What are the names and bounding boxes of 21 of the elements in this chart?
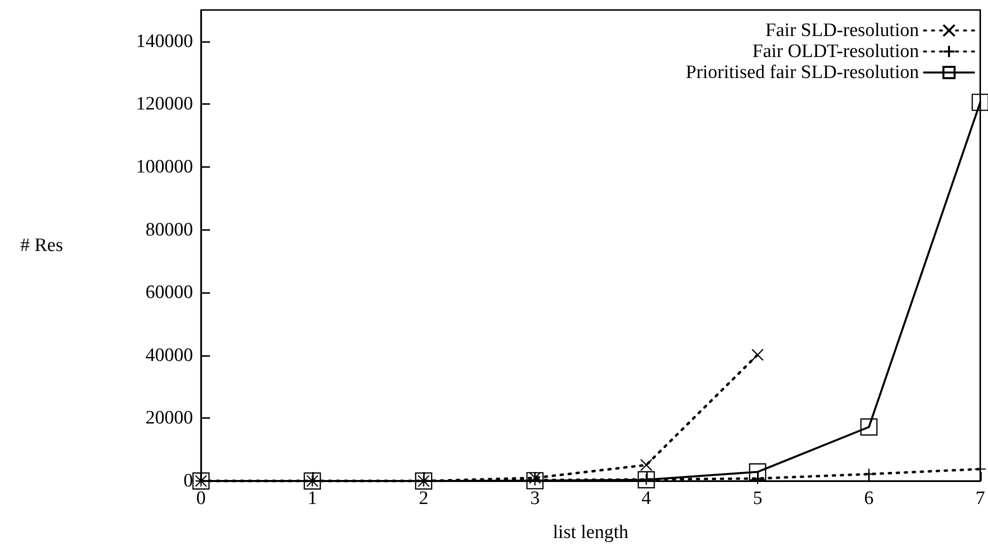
x-tick-label: 5 — [752, 488, 762, 509]
x-tick-label: 3 — [530, 488, 540, 509]
y-tick-label: 0 — [184, 470, 193, 492]
x-tick-label: 1 — [308, 488, 318, 509]
y-tick-label: 80000 — [146, 219, 193, 240]
x-tick-label: 4 — [642, 488, 652, 509]
x-tick-label: 7 — [976, 488, 985, 509]
y-tick-label: 20000 — [146, 408, 193, 429]
y-axis-title: # Res — [20, 235, 63, 256]
y-tick-label: 140000 — [136, 30, 193, 52]
y-tick-label: 40000 — [146, 344, 193, 366]
y-tick-label: 100000 — [136, 156, 193, 178]
legend-label: Fair OLDT-resolution — [752, 41, 920, 62]
x-tick-label: 2 — [418, 488, 428, 509]
y-tick-label: 120000 — [136, 94, 193, 115]
y-tick-label: 60000 — [146, 282, 193, 304]
legend-label: Fair SLD-resolution — [765, 20, 920, 41]
x-tick-label: 6 — [864, 488, 874, 509]
x-tick-label: 0 — [196, 488, 206, 509]
x-axis-title: list length — [552, 522, 629, 543]
legend-label: Prioritised fair SLD-resolution — [686, 62, 920, 83]
